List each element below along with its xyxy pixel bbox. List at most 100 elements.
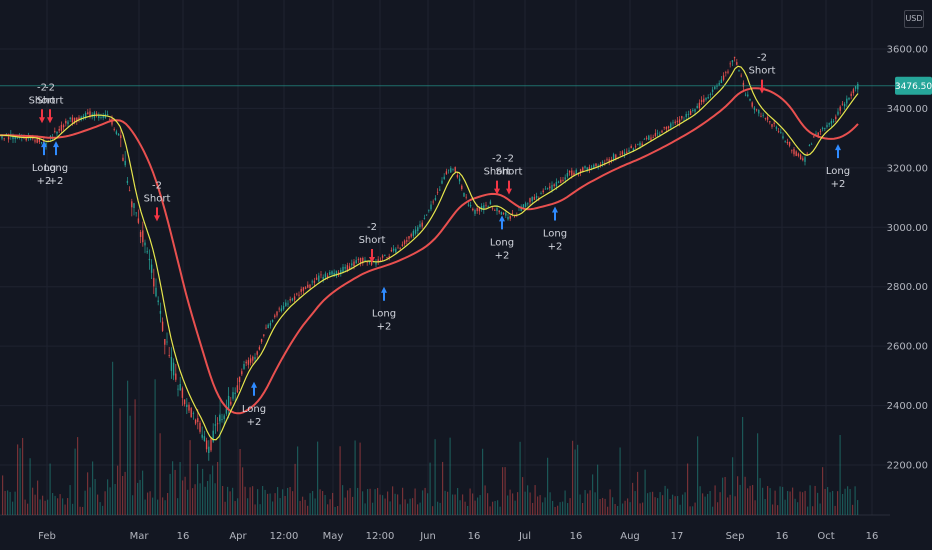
candle-body	[335, 270, 338, 276]
candle-body	[656, 132, 659, 134]
volume-bar	[117, 465, 119, 515]
y-tick-label: 2200.00	[887, 461, 928, 472]
candle-body	[621, 151, 624, 155]
candle-body	[117, 133, 120, 136]
volume-bar	[667, 488, 669, 515]
candle-body	[313, 280, 316, 283]
candle-body	[166, 341, 168, 343]
candle-body	[161, 321, 164, 331]
volume-bar	[544, 497, 546, 515]
volume-bar	[482, 448, 484, 515]
candle-body	[414, 229, 417, 234]
volume-bar	[42, 495, 44, 515]
candle-body	[271, 320, 274, 322]
candle-body	[463, 192, 465, 197]
candle-body	[197, 418, 199, 422]
volume-bar	[422, 490, 424, 515]
volume-bar	[194, 484, 196, 515]
candle-body	[410, 234, 412, 237]
candle-body	[192, 413, 195, 414]
candle-body	[687, 114, 690, 115]
candle-body	[436, 191, 439, 193]
volume-bar	[754, 500, 756, 515]
volume-bar	[82, 506, 84, 515]
long-arrow	[41, 141, 47, 156]
candle-body	[626, 151, 628, 153]
volume-bar	[427, 493, 429, 515]
volume-bar	[279, 498, 281, 515]
volume-bar	[469, 488, 471, 515]
volume-bar	[534, 485, 536, 515]
candle-body	[826, 125, 828, 127]
candle-body	[397, 247, 399, 249]
volume-bar	[759, 478, 761, 515]
volume-bar	[699, 486, 701, 515]
candle-body	[511, 213, 514, 215]
volume-bar	[509, 489, 511, 515]
volume-bar	[342, 485, 344, 515]
candle-body	[203, 436, 206, 441]
volume-bar	[592, 474, 594, 515]
candle-body	[183, 399, 186, 405]
candle-body	[573, 172, 575, 176]
volume-bar	[552, 500, 554, 515]
volume-bar	[359, 442, 361, 515]
volume-bar	[172, 461, 174, 515]
candle-body	[542, 190, 544, 193]
volume-bar	[154, 379, 156, 515]
candle-body	[179, 384, 181, 391]
volume-bar	[74, 448, 76, 515]
candle-body	[652, 137, 654, 138]
volume-bar	[27, 503, 29, 515]
volume-bar	[462, 494, 464, 515]
volume-bar	[582, 502, 584, 515]
candle-body	[267, 324, 269, 328]
candle-body	[247, 360, 250, 365]
volume-bar	[372, 502, 374, 515]
short-arrow	[47, 109, 53, 124]
volume-bar	[559, 502, 561, 515]
x-tick-label: Sep	[726, 531, 745, 542]
volume-bar	[622, 503, 624, 515]
candle-body	[199, 422, 201, 432]
currency-badge[interactable]: USD	[904, 10, 924, 28]
candle-body	[795, 151, 797, 156]
candle-body	[16, 137, 19, 139]
volume-bar	[362, 491, 364, 515]
volume-bar	[567, 503, 569, 515]
candle-body	[557, 181, 560, 183]
volume-bar	[234, 501, 236, 515]
volume-bar	[62, 498, 64, 515]
volume-bar	[494, 501, 496, 515]
volume-bar	[849, 489, 851, 515]
candle-body	[707, 97, 709, 99]
candle-body	[144, 242, 146, 246]
candle-body	[474, 210, 476, 214]
volume-bar	[712, 506, 714, 515]
candle-body	[223, 415, 225, 419]
candle-body	[322, 276, 324, 280]
volume-bar	[632, 482, 634, 515]
volume-bar	[472, 493, 474, 515]
signal-label: Long	[372, 309, 396, 320]
candle-body	[216, 423, 219, 425]
candle-body	[608, 159, 610, 163]
candle-body	[331, 271, 333, 275]
volume-bar	[607, 506, 609, 515]
candle-body	[71, 117, 74, 123]
candle-body	[430, 204, 432, 210]
volume-bar	[474, 500, 476, 515]
candle-body	[740, 75, 742, 77]
volume-bar	[827, 487, 829, 515]
candle-body	[25, 138, 27, 141]
volume-bar	[807, 506, 809, 515]
volume-bar	[507, 495, 509, 515]
volume-bar	[197, 464, 199, 515]
candle-body	[639, 142, 641, 146]
candle-body	[564, 177, 566, 180]
volume-bar	[84, 490, 86, 515]
candle-body	[500, 212, 503, 215]
volume-bar	[2, 475, 4, 515]
volume-bar	[587, 493, 589, 515]
candle-body	[148, 258, 151, 261]
